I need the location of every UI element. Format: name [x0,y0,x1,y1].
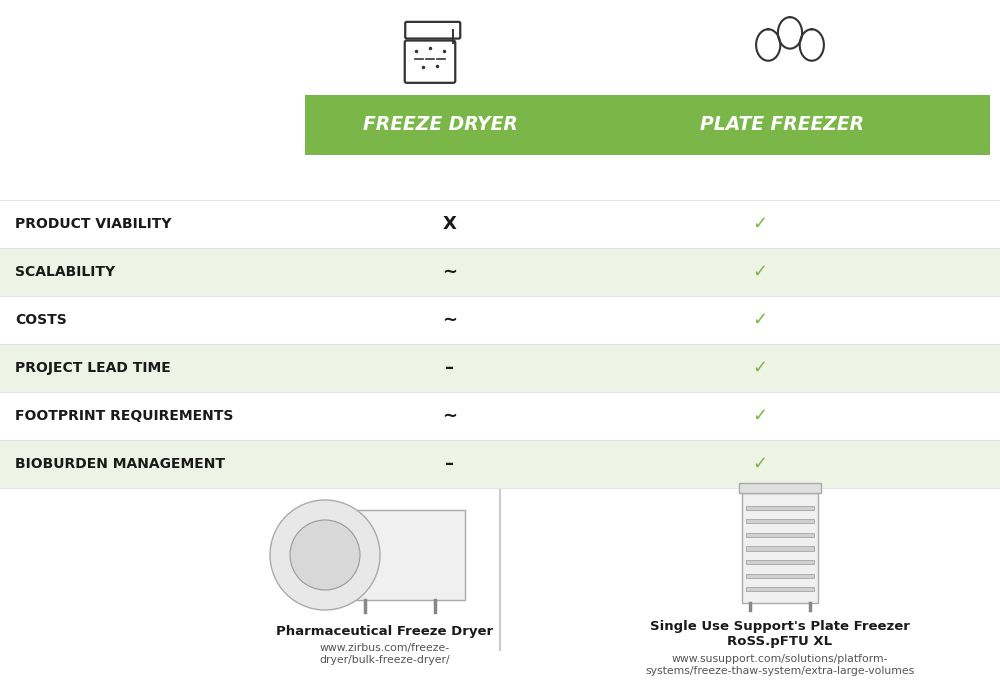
Text: www.susupport.com/solutions/platform-
systems/freeze-thaw-system/extra-large-vol: www.susupport.com/solutions/platform- sy… [645,654,915,676]
Text: FREEZE DRYER: FREEZE DRYER [363,115,517,134]
Text: www.zirbus.com/freeze-
dryer/bulk-freeze-dryer/: www.zirbus.com/freeze- dryer/bulk-freeze… [320,643,450,665]
Bar [0,440,1000,488]
Text: –: – [445,359,455,377]
Text: PRODUCT VIABILITY: PRODUCT VIABILITY [15,217,172,231]
Bar [746,519,814,524]
Circle shape [270,500,380,610]
Text: ✓: ✓ [752,455,768,473]
Text: SCALABILITY: SCALABILITY [15,265,115,279]
Text: PLATE FREEZER: PLATE FREEZER [700,115,865,134]
Text: ∼: ∼ [442,311,458,329]
Text: ∼: ∼ [442,263,458,281]
Text: –: – [445,455,455,473]
Text: BIOBURDEN MANAGEMENT: BIOBURDEN MANAGEMENT [15,457,225,471]
Text: FOOTPRINT REQUIREMENTS: FOOTPRINT REQUIREMENTS [15,409,233,423]
Bar [575,95,990,155]
Bar [742,493,818,603]
Bar [345,510,465,600]
Text: COSTS: COSTS [15,313,67,327]
Text: X: X [443,215,457,233]
Bar [305,95,575,155]
Text: Single Use Support's Plate Freezer
RoSS.pFTU XL: Single Use Support's Plate Freezer RoSS.… [650,620,910,648]
Bar [746,587,814,591]
Bar [739,482,821,493]
Bar [0,344,1000,392]
Text: PROJECT LEAD TIME: PROJECT LEAD TIME [15,361,171,375]
Bar [746,533,814,537]
Bar [746,547,814,551]
Text: ✓: ✓ [752,215,768,233]
Bar [746,560,814,564]
Text: Pharmaceutical Freeze Dryer: Pharmaceutical Freeze Dryer [276,625,494,638]
Bar [746,573,814,578]
Bar [0,248,1000,296]
Text: ✓: ✓ [752,311,768,329]
Circle shape [290,520,360,590]
Text: ✓: ✓ [752,407,768,425]
Bar [746,505,814,510]
Text: ∼: ∼ [442,407,458,425]
Text: ✓: ✓ [752,263,768,281]
Text: ✓: ✓ [752,359,768,377]
